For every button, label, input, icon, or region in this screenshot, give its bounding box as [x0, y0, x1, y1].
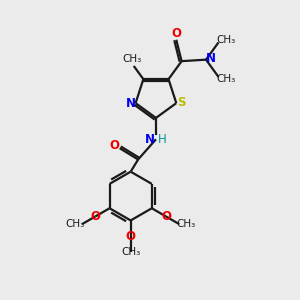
Text: CH₃: CH₃ — [216, 35, 236, 45]
Text: S: S — [177, 96, 186, 109]
Text: CH₃: CH₃ — [177, 219, 196, 229]
Text: N: N — [144, 134, 154, 146]
Text: CH₃: CH₃ — [121, 247, 140, 257]
Text: O: O — [90, 210, 100, 223]
Text: O: O — [109, 139, 119, 152]
Text: N: N — [126, 97, 136, 110]
Text: CH₃: CH₃ — [216, 74, 236, 84]
Text: O: O — [161, 210, 171, 223]
Text: CH₃: CH₃ — [123, 54, 142, 64]
Text: O: O — [126, 230, 136, 243]
Text: N: N — [206, 52, 215, 65]
Text: H: H — [158, 134, 167, 146]
Text: CH₃: CH₃ — [65, 219, 85, 229]
Text: O: O — [171, 27, 181, 40]
